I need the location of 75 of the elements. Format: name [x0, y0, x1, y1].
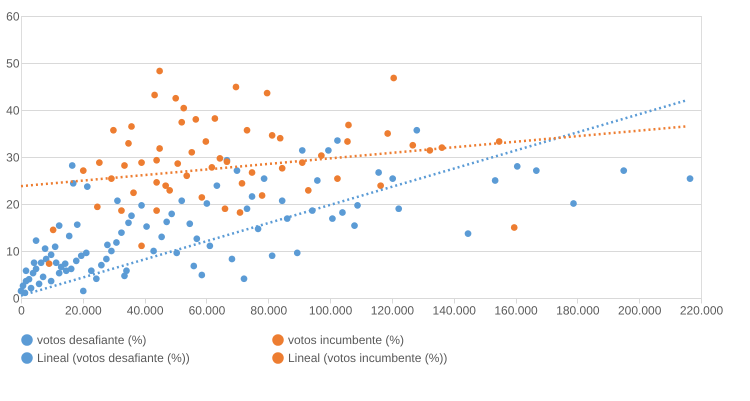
- point: [166, 187, 174, 194]
- x-tick-label: 120.000: [370, 304, 414, 318]
- point: [202, 138, 210, 145]
- y-tick-label: 60: [6, 10, 20, 24]
- point: [212, 115, 218, 122]
- point: [222, 205, 228, 212]
- point: [304, 187, 312, 194]
- x-tick-label: 40.000: [126, 304, 164, 318]
- x-tick-label: 140.000: [432, 304, 476, 318]
- point: [180, 104, 188, 112]
- point: [96, 159, 103, 166]
- point: [384, 130, 392, 137]
- point: [232, 84, 240, 90]
- point: [125, 140, 132, 147]
- y-tick-label: 10: [6, 244, 20, 258]
- point: [174, 160, 182, 167]
- point: [128, 123, 135, 130]
- point: [156, 145, 163, 152]
- point: [121, 162, 128, 169]
- point: [156, 68, 163, 74]
- point: [153, 207, 160, 214]
- point: [138, 242, 145, 250]
- point: [390, 74, 398, 82]
- point: [258, 192, 266, 199]
- y-tick-label: 40: [6, 104, 20, 118]
- point: [198, 194, 206, 201]
- point: [50, 226, 56, 234]
- point: [192, 116, 200, 123]
- point: [334, 175, 341, 182]
- legend-label: Lineal (votos desafiante (%)): [37, 351, 190, 365]
- point: [238, 180, 246, 187]
- point: [153, 156, 160, 164]
- point: [172, 94, 180, 102]
- x-tick-label: 220.000: [680, 304, 724, 318]
- point: [162, 182, 170, 190]
- point: [151, 92, 158, 98]
- point: [345, 122, 352, 128]
- point: [130, 189, 137, 196]
- x-tick-label: 180.000: [556, 304, 600, 318]
- point: [244, 126, 250, 134]
- point: [46, 260, 52, 268]
- legend-label: votos desafiante (%): [37, 333, 146, 347]
- point: [216, 155, 224, 162]
- point: [510, 224, 518, 231]
- y-tick-label: 20: [6, 198, 20, 212]
- point: [248, 169, 256, 176]
- y-tick-label: 0: [12, 292, 20, 306]
- point: [377, 182, 384, 190]
- point: [94, 203, 101, 210]
- point: [118, 207, 125, 214]
- point: [276, 134, 284, 142]
- point: [268, 132, 276, 139]
- legend-label: Lineal (votos incumbente (%)): [288, 351, 448, 365]
- y-tick-label: 30: [6, 150, 20, 164]
- x-tick-label: 160.000: [494, 304, 538, 318]
- point: [236, 209, 244, 216]
- point: [264, 90, 270, 96]
- y-tick-label: 50: [6, 56, 20, 70]
- point: [183, 172, 190, 180]
- point: [80, 167, 87, 174]
- x-tick-label: 20.000: [64, 304, 102, 318]
- point: [153, 179, 160, 186]
- point: [188, 148, 196, 156]
- point: [409, 142, 416, 149]
- point: [110, 126, 117, 134]
- legend-label: votos incumbente (%): [288, 333, 404, 347]
- point: [138, 159, 145, 166]
- x-tick-label: 60.000: [188, 304, 226, 318]
- point: [178, 118, 186, 126]
- point: [318, 152, 325, 159]
- point: [278, 164, 286, 172]
- x-tick-label: 100.000: [308, 304, 353, 318]
- point: [344, 138, 351, 145]
- x-tick-label: 80.000: [250, 304, 288, 318]
- x-tick-label: 200.000: [618, 304, 662, 318]
